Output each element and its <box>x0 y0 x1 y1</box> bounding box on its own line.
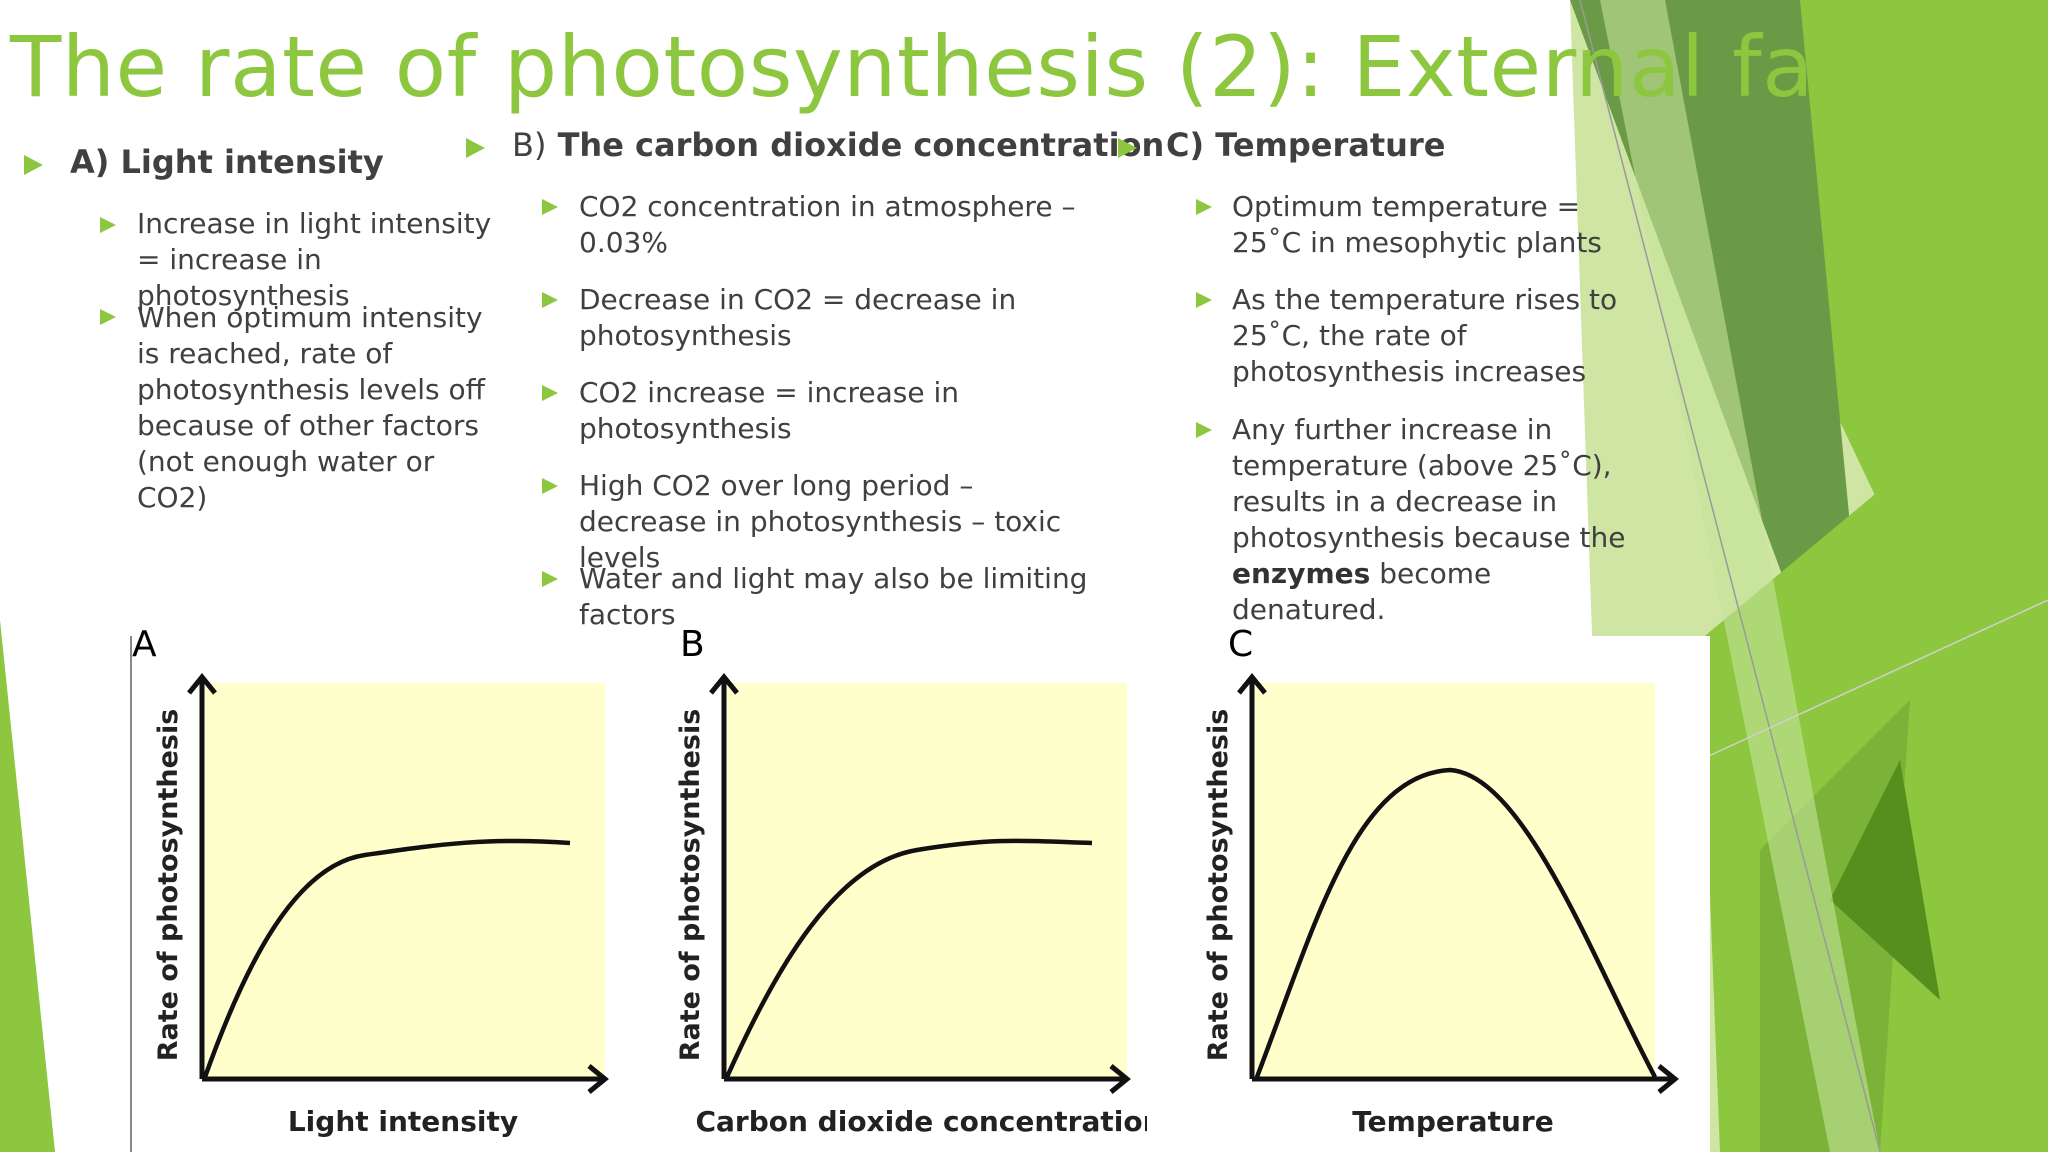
y-axis-label: Rate of photosynthesis <box>1203 709 1234 1062</box>
slide-title: The rate of photosynthesis (2): External… <box>10 18 2026 116</box>
y-axis-arrow-icon <box>709 673 739 695</box>
temp-item-3: Any further increase in temperature (abo… <box>1232 412 1642 628</box>
co2-item-4: High CO2 over long period – decrease in … <box>579 469 1062 574</box>
temp-item-3-text-a: Any further increase in temperature (abo… <box>1232 413 1626 554</box>
chart-plot-bg <box>1255 683 1655 1079</box>
co2-item-3: CO2 increase = increase in photosynthesi… <box>579 376 960 445</box>
panel-label-c: C <box>1228 624 1254 665</box>
chart-plot-bg <box>727 683 1127 1079</box>
co2-item-1: CO2 concentration in atmosphere – 0.03% <box>579 190 1076 259</box>
bullet-icon <box>1196 199 1212 215</box>
temp-item-3-bold: enzymes <box>1232 557 1371 590</box>
chart-temperature: Temperature Rate of photosynthesis <box>1203 673 1679 1138</box>
image-edge <box>130 636 132 1152</box>
chart-light-intensity: Light intensity Rate of photosynthesis <box>153 673 609 1138</box>
bullet-icon <box>542 478 558 494</box>
heading-co2-text: The carbon dioxide concentration <box>557 126 1165 164</box>
light-curve <box>202 838 571 1078</box>
temp-item-3-text-b: become denatured. <box>1232 557 1492 626</box>
bullet-icon <box>1196 292 1212 308</box>
co2-curve <box>724 838 1093 1078</box>
y-axis-arrow-icon <box>187 673 217 695</box>
bullet-icon <box>542 571 558 587</box>
bullet-icon <box>100 309 116 325</box>
chart-carbon-dioxide: Carbon dioxide concentration Rate of pho… <box>675 673 1147 1138</box>
panel-label-b: B <box>680 624 705 665</box>
y-axis-label: Rate of photosynthesis <box>675 709 706 1062</box>
x-axis-label: Temperature <box>1352 1105 1553 1138</box>
x-axis-label: Carbon dioxide concentration <box>695 1105 1147 1138</box>
y-axis-arrow-icon <box>1237 673 1267 695</box>
heading-co2-prefix: B) <box>512 126 547 164</box>
x-axis-arrow-icon <box>587 1064 609 1094</box>
co2-item-2: Decrease in CO2 = decrease in photosynth… <box>579 283 1017 352</box>
heading-co2: B) The carbon dioxide concentration <box>512 126 1164 164</box>
light-item-1: Increase in light intensity = increase i… <box>137 207 492 312</box>
temp-item-2: As the temperature rises to 25˚C, the ra… <box>1232 283 1618 388</box>
bullet-icon <box>24 155 43 175</box>
x-axis-label: Light intensity <box>288 1105 518 1138</box>
bullet-icon <box>542 292 558 308</box>
bullet-icon <box>542 199 558 215</box>
bullet-icon <box>1196 422 1212 438</box>
bullet-icon <box>466 138 485 158</box>
bullet-icon <box>542 385 558 401</box>
heading-temperature: C) Temperature <box>1166 126 1446 164</box>
bullet-icon <box>1118 138 1137 158</box>
y-axis-label: Rate of photosynthesis <box>153 709 184 1062</box>
chart-plot-bg <box>205 683 605 1079</box>
temp-item-1: Optimum temperature = 25˚C in mesophytic… <box>1232 190 1602 259</box>
heading-light-intensity: A) Light intensity <box>70 143 384 181</box>
x-axis-arrow-icon <box>1657 1064 1679 1094</box>
temperature-curve <box>1254 767 1657 1079</box>
x-axis-arrow-icon <box>1109 1064 1131 1094</box>
light-item-2: When optimum intensity is reached, rate … <box>137 301 485 514</box>
panel-label-a: A <box>132 624 157 665</box>
bullet-icon <box>100 217 116 233</box>
co2-item-5: Water and light may also be limiting fac… <box>579 562 1088 631</box>
